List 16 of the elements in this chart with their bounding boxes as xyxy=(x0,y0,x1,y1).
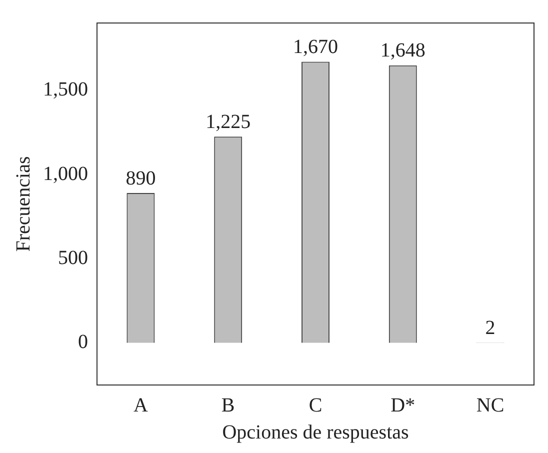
data-label: 890 xyxy=(126,167,156,190)
y-tick-label: 1,000 xyxy=(43,162,88,185)
y-axis-title: Frecuencias xyxy=(12,156,34,252)
x-tick-label: A xyxy=(133,394,148,416)
x-tick-label: B xyxy=(221,394,235,416)
x-axis-title: Opciones de respuestas xyxy=(222,421,410,444)
y-tick-label: 1,500 xyxy=(43,78,88,101)
y-tick-label: 0 xyxy=(78,331,88,354)
data-label: 1,648 xyxy=(380,40,426,62)
x-tick-label: C xyxy=(308,394,322,416)
data-label: 2 xyxy=(485,316,496,339)
data-label: 1,225 xyxy=(206,110,251,133)
data-label: 1,670 xyxy=(293,36,338,58)
x-tick-label: NC xyxy=(476,394,504,416)
x-tick-label: D* xyxy=(390,394,416,416)
y-tick-label: 500 xyxy=(58,246,88,269)
